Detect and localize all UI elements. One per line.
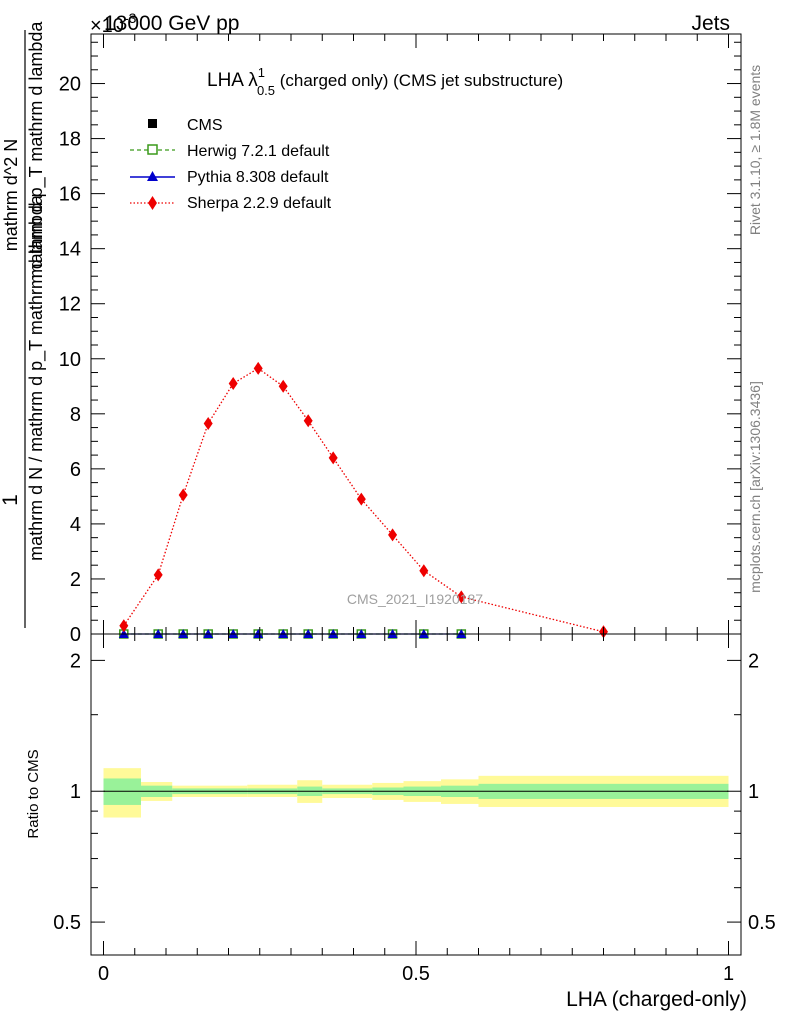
ratio-y-tick-label: 2 [70,650,81,672]
legend: CMS Herwig 7.2.1 default Pythia 8.308 de… [130,117,332,212]
ratio-x-tick-label: 0 [98,963,109,985]
main-y-ticks: 0 2 4 6 8 10 12 14 16 18 20 [59,41,741,646]
energy-label: 13000 GeV pp [104,12,239,35]
ratio-y-tick-label-right: 1 [748,781,759,803]
y-label-denominator: mathrm d N / mathrm d p_T mathrm d lambd… [26,194,47,561]
main-y-tick-label: 20 [59,74,81,96]
series-line-sherpa [123,367,604,633]
data-point-sherpa [203,416,213,430]
main-x-ticks [103,34,729,634]
legend-item-sherpa: Sherpa 2.2.9 default [130,195,332,212]
legend-item-cms: CMS [148,117,223,134]
data-point-sherpa [456,590,466,604]
main-panel: 0 2 4 6 8 10 12 14 16 18 20 CMS_2021_I1920187 [59,33,742,646]
ratio-x-ticks: 0 0.5 1 [98,634,734,985]
legend-cms-label: CMS [187,117,223,134]
main-y-tick-label: 12 [59,294,81,316]
exponent-label: ×10-3 [90,10,137,37]
data-point-sherpa [278,379,288,393]
main-y-tick-label: 16 [59,184,81,206]
y-label-numerator: mathrm d^2 N [1,139,21,251]
exponent-base: ×10 [90,15,124,37]
data-point-sherpa [303,414,313,428]
ratio-y-tick-label-right: 2 [748,650,759,672]
legend-pythia-label: Pythia 8.308 default [187,169,329,186]
legend-sherpa-marker [148,196,157,210]
ratio-y-tick-label: 1 [70,781,81,803]
data-point-sherpa [328,451,338,465]
ratio-x-tick-label: 1 [723,963,734,985]
main-y-tick-label: 10 [59,349,81,371]
ratio-bands [103,768,729,818]
data-point-sherpa [253,361,263,375]
main-y-tick-label: 8 [70,404,81,426]
data-point-sherpa [228,377,238,391]
plot-title-sub: 0.5 [257,83,275,98]
main-y-tick-label: 4 [70,514,81,536]
mcplots-label: mcplots.cern.ch [arXiv:1306.3436] [747,381,763,593]
plot-title-main: LHA λ [207,70,258,91]
x-axis-label: LHA (charged-only) [566,988,747,1011]
legend-item-pythia: Pythia 8.308 default [130,169,329,186]
main-y-tick-label: 0 [70,624,81,646]
legend-herwig-label: Herwig 7.2.1 default [187,143,330,160]
category-label: Jets [691,12,730,35]
ratio-panel: 0.5 0.51 12 2 0 0.5 1 [53,633,776,985]
legend-pythia-marker [147,171,158,181]
data-point-sherpa [388,528,398,542]
data-point-sherpa [153,568,163,582]
y-label-left-bottom: mathrm d p_T mathrm d lambda [26,21,47,279]
data-point-sherpa [356,492,366,506]
main-y-tick-label: 2 [70,569,81,591]
plot-title-rest: (charged only) (CMS jet substructure) [275,71,563,90]
ratio-y-tick-label-right: 0.5 [748,912,776,934]
y-label-top: 1 [0,494,22,506]
legend-sherpa-label: Sherpa 2.2.9 default [187,195,332,212]
legend-herwig-marker [147,144,158,155]
legend-item-herwig: Herwig 7.2.1 default [130,143,330,160]
plot-title: LHA λ1 0.5 (charged only) (CMS jet substr… [207,65,563,98]
data-point-sherpa [419,564,429,578]
rivet-label: Rivet 3.1.10, ≥ 1.8M events [747,65,763,235]
data-point-sherpa [119,619,129,633]
ratio-x-tick-label: 0.5 [402,963,430,985]
ratio-y-ticks: 0.5 0.5 1 1 2 2 [53,650,776,934]
data-point-sherpa [178,488,188,502]
legend-cms-marker [148,119,157,128]
ratio-y-axis-label: Ratio to CMS [25,749,42,838]
main-y-tick-label: 6 [70,459,81,481]
main-y-tick-label: 18 [59,129,81,151]
ratio-y-tick-label: 0.5 [53,912,81,934]
main-y-axis-label: 1 mathrm d N / mathrm d p_T mathrm d lam… [0,21,47,628]
exponent-power: -3 [124,10,137,26]
plot-title-sup: 1 [258,65,265,80]
watermark: CMS_2021_I1920187 [347,591,483,607]
main-y-tick-label: 14 [59,239,81,261]
